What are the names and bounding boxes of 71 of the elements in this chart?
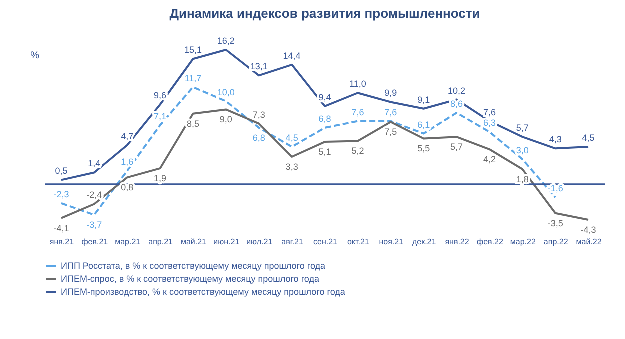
data-label: 6,8 (318, 114, 332, 124)
data-label: 6,8 (252, 132, 266, 143)
x-tick-label: ноя.21 (379, 238, 404, 246)
x-tick-label: фев.21 (82, 238, 109, 246)
chart-title: Динамика индексов развития промышленности (170, 6, 480, 21)
data-label: 9,9 (384, 88, 398, 98)
data-label: 5,7 (516, 123, 529, 134)
data-label: 4,5 (286, 133, 298, 144)
data-label: 1,9 (154, 174, 167, 184)
data-label: 3,0 (516, 145, 529, 156)
x-tick-label: фев.22 (477, 238, 504, 246)
data-label: 7,6 (483, 107, 496, 118)
data-label: 0,8 (121, 182, 134, 193)
data-label: 15,1 (184, 45, 202, 56)
data-label: 9,0 (220, 114, 232, 125)
data-label: 5,2 (352, 146, 364, 156)
x-tick-label: окт.21 (347, 238, 370, 246)
y-axis-title: % (30, 50, 40, 62)
legend-label: ИПЕМ-производство, % к соответствующему месяцу прошлого года (61, 287, 346, 297)
data-label: -2,4 (86, 190, 102, 200)
data-label: 7,1 (154, 111, 167, 122)
x-tick-label: сен.21 (314, 238, 338, 246)
data-label: 6,1 (418, 120, 430, 130)
data-label: 4,7 (121, 131, 134, 142)
data-label: -3,5 (548, 218, 564, 228)
legend-label: ИПЕМ-спрос, в % к соответствующему месяцу прошлого года (61, 274, 320, 284)
data-label: 8,6 (450, 99, 464, 110)
data-label: 7,3 (252, 110, 266, 120)
data-label: 11,7 (184, 73, 202, 84)
x-tick-label: май.22 (576, 238, 602, 246)
data-label: 16,2 (217, 36, 235, 46)
x-tick-label: янв.22 (445, 238, 470, 246)
data-label: 7,6 (352, 107, 364, 118)
data-label: 7,5 (384, 127, 398, 138)
data-label: 1,6 (121, 157, 134, 168)
data-label: -1,6 (548, 184, 564, 194)
x-tick-label: апр.21 (148, 238, 174, 246)
x-tick-label: июн.21 (214, 238, 240, 246)
data-label: 5,7 (450, 142, 464, 152)
x-tick-label: апр.22 (544, 238, 569, 246)
x-tick-label: дек.21 (412, 238, 437, 246)
data-label: 14,4 (283, 50, 301, 61)
data-label: 9,4 (318, 92, 332, 102)
x-tick-label: янв.21 (50, 238, 75, 246)
data-label: -3,7 (86, 220, 102, 230)
data-label: 5,5 (418, 144, 430, 154)
data-label: -4,3 (580, 225, 596, 235)
data-label: 8,5 (186, 118, 200, 129)
data-label: 9,1 (418, 94, 430, 105)
data-label: 4,3 (549, 134, 562, 145)
legend-label: ИПП Росстата, в % к соответствующему месяцу прошлого года (61, 261, 326, 271)
data-label: 1,4 (88, 158, 101, 169)
data-label: 9,6 (154, 90, 167, 101)
x-tick-label: май.21 (180, 238, 208, 246)
x-tick-label: мар.22 (510, 238, 536, 246)
x-tick-label: мар.21 (115, 238, 142, 246)
data-label: 1,8 (516, 174, 529, 184)
data-label: 4,2 (483, 154, 496, 165)
x-tick-label: авг.21 (282, 238, 304, 246)
data-label: 3,3 (286, 162, 298, 172)
data-label: 7,6 (384, 107, 398, 118)
data-label: -4,1 (54, 223, 70, 234)
data-label: 10,0 (217, 87, 235, 98)
data-label: 13,1 (250, 62, 268, 72)
data-label: -2,3 (54, 189, 70, 200)
data-label: 11,0 (350, 79, 366, 90)
data-label: 0,5 (55, 166, 68, 176)
data-label: 4,5 (582, 133, 595, 144)
data-label: 10,2 (448, 86, 466, 96)
data-label: 5,1 (318, 147, 332, 158)
x-tick-label: июл.21 (246, 238, 274, 246)
